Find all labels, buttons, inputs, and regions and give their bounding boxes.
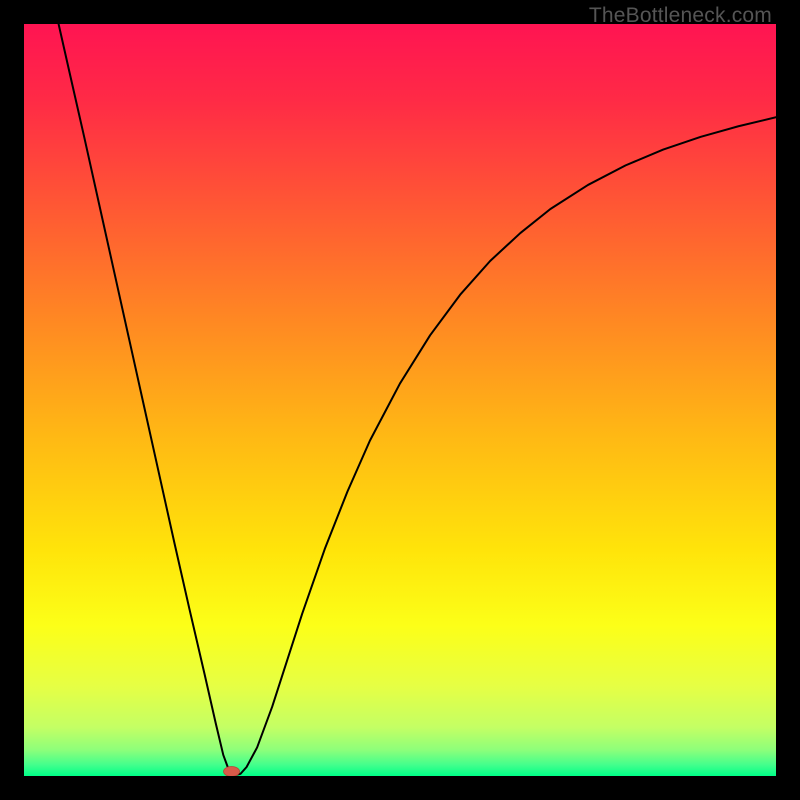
chart-background: [24, 24, 776, 776]
plot-frame: [24, 24, 776, 776]
chart-svg: [24, 24, 776, 776]
min-marker: [224, 766, 240, 776]
